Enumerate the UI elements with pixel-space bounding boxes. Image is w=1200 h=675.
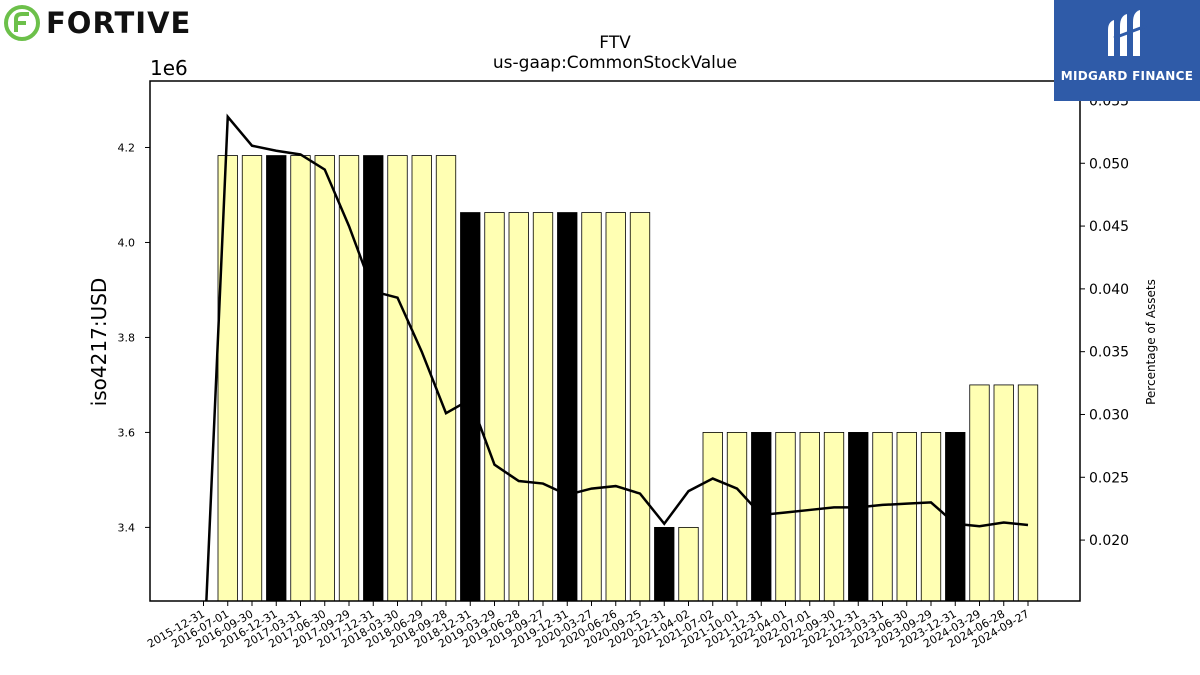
bar	[751, 432, 772, 602]
bar	[1017, 384, 1039, 602]
chart-subtitle: us-gaap:CommonStockValue	[493, 53, 737, 73]
bar	[969, 384, 990, 602]
y-axis-label: iso4217:USD	[87, 278, 111, 407]
bar	[775, 432, 796, 602]
bar	[654, 526, 675, 602]
bar	[702, 432, 723, 602]
bar	[823, 432, 845, 602]
y2-tick-label: 0.025	[1089, 470, 1129, 486]
bar	[993, 384, 1014, 602]
bar	[872, 432, 893, 602]
bar	[532, 212, 554, 602]
line-group	[205, 113, 1029, 601]
bar	[605, 212, 626, 602]
y-tick-label: 3.6	[118, 426, 136, 439]
bar	[848, 432, 869, 602]
bar	[266, 155, 287, 602]
bar	[387, 155, 408, 602]
midgard-mark-icon	[1108, 10, 1147, 56]
y2-tick-label: 0.035	[1089, 345, 1129, 361]
bar	[726, 432, 748, 602]
bar	[435, 155, 457, 602]
bar	[629, 212, 651, 602]
bars-group	[217, 155, 1039, 602]
fortive-logo: FORTIVE	[4, 4, 191, 42]
chart-title: FTV	[599, 33, 631, 53]
y2-axis-label: Percentage of Assets	[1144, 279, 1158, 405]
bar	[290, 155, 311, 602]
y2-tick-label: 0.045	[1089, 219, 1129, 235]
axes-group: 3.4 3.6 3.8 4.0 4.2 0.020 0.025 0.030 0.035 0.040…	[118, 80, 1129, 651]
y2-tick-label: 0.040	[1089, 282, 1129, 298]
midgard-badge-text: MIDGARD FINANCE	[1060, 69, 1194, 83]
y-tick-label: 3.4	[118, 521, 136, 534]
bar	[678, 526, 699, 602]
bar	[508, 212, 529, 602]
bar	[799, 432, 820, 602]
fortive-logo-text: FORTIVE	[46, 6, 192, 40]
bar	[484, 212, 505, 602]
bar	[217, 155, 238, 602]
bar	[557, 212, 578, 602]
bar	[338, 155, 360, 602]
bar	[363, 155, 384, 602]
y-offset-label: 1e6	[150, 56, 188, 80]
bar	[241, 155, 263, 602]
bar	[896, 432, 917, 602]
y-tick-label: 4.2	[118, 141, 136, 154]
y-tick-label: 3.8	[118, 331, 136, 344]
bar	[314, 155, 335, 602]
y2-tick-label: 0.050	[1089, 156, 1129, 172]
midgard-badge: MIDGARD FINANCE	[1054, 0, 1200, 101]
y-tick-label: 4.0	[118, 236, 136, 249]
pct-of-assets-line	[205, 113, 1029, 601]
y2-tick-label: 0.020	[1089, 533, 1129, 549]
bar	[460, 212, 481, 602]
fortive-mark-icon	[4, 5, 40, 41]
plot-frame	[149, 80, 1081, 602]
bar	[920, 432, 942, 602]
bar	[411, 155, 432, 602]
y2-tick-label: 0.030	[1089, 407, 1129, 423]
bar	[581, 212, 602, 602]
